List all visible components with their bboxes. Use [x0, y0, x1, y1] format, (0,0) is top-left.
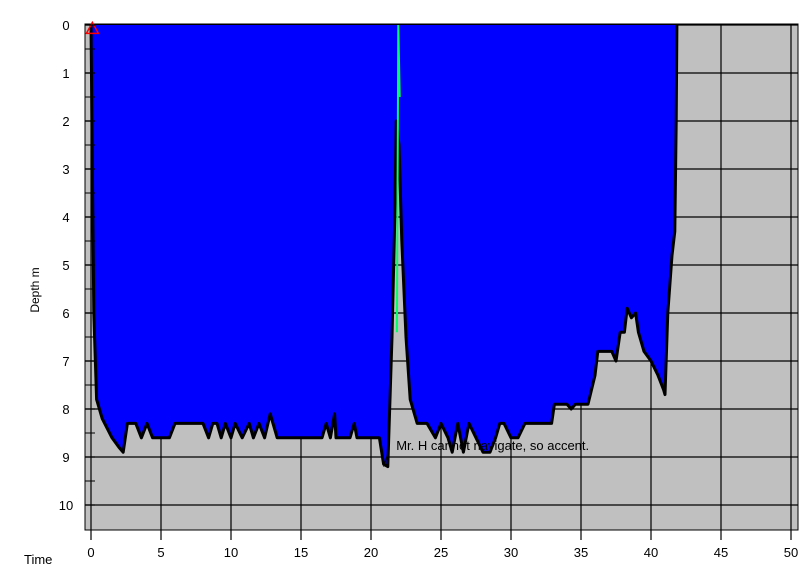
x-tick-label: 10: [224, 545, 238, 560]
x-axis: 0 5 10 15 20 25 30 35 40 45 50: [87, 530, 798, 560]
y-tick-label: 2: [62, 114, 69, 129]
x-tick-label: 50: [784, 545, 798, 560]
y-tick-label: 7: [62, 354, 69, 369]
x-tick-label: 30: [504, 545, 518, 560]
y-tick-label: 3: [62, 162, 69, 177]
x-axis-title: Time: [24, 552, 52, 567]
x-tick-label: 0: [87, 545, 94, 560]
y-tick-label: 0: [62, 18, 69, 33]
x-tick-label: 40: [644, 545, 658, 560]
depth-profile-line: [89, 24, 679, 469]
x-tick-label: 5: [157, 545, 164, 560]
x-tick-label: 35: [574, 545, 588, 560]
y-tick-label: 10: [59, 498, 73, 513]
y-tick-label: 5: [62, 258, 69, 273]
depth-area-fill: [91, 25, 677, 467]
y-tick-label: 1: [62, 66, 69, 81]
y-axis: 0 1 2 3 4 5 6 7 8 9 10: [59, 18, 95, 513]
y-tick-label: 4: [62, 210, 69, 225]
x-tick-label: 45: [714, 545, 728, 560]
annotation-pointer: [383, 452, 389, 467]
ascent-marker-line: [395, 24, 401, 333]
x-tick-label: 20: [364, 545, 378, 560]
x-tick-label: 15: [294, 545, 308, 560]
y-tick-label: 9: [62, 450, 69, 465]
y-axis-title: Depth m: [28, 267, 42, 312]
y-tick-label: 8: [62, 402, 69, 417]
y-tick-label: 6: [62, 306, 69, 321]
start-triangle-marker: [85, 20, 100, 35]
annotations: Mr. H cannot navigate, so accent.: [383, 438, 589, 467]
x-tick-label: 25: [434, 545, 448, 560]
annotation-text: Mr. H cannot navigate, so accent.: [396, 438, 589, 453]
